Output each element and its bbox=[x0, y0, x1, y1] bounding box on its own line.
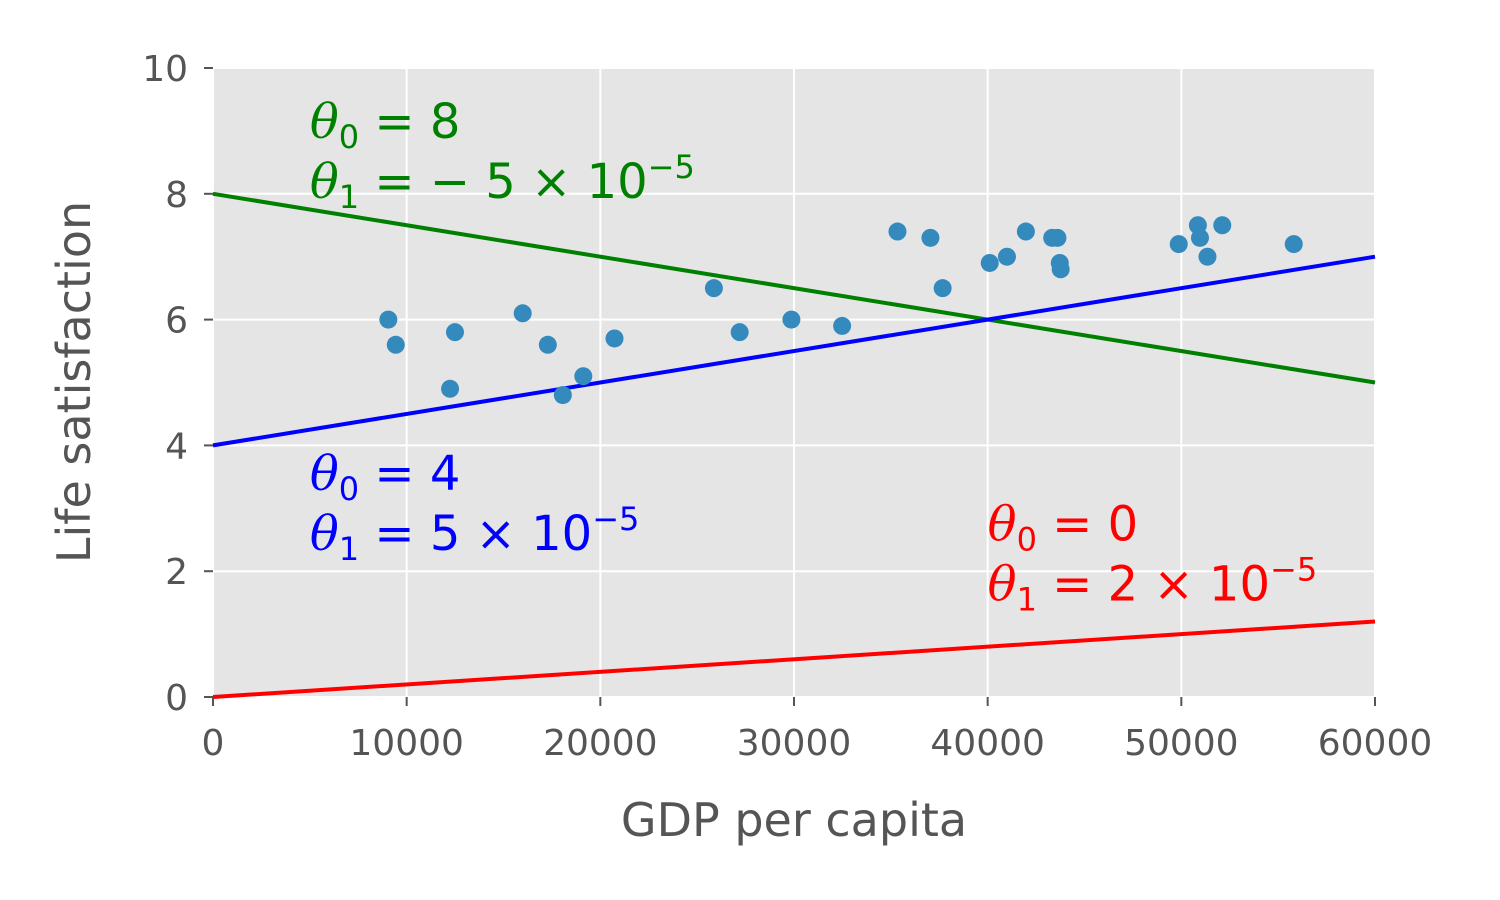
x-tick-label: 10000 bbox=[349, 723, 464, 764]
data-point bbox=[997, 247, 1016, 266]
y-axis-label: Life satisfaction bbox=[47, 201, 101, 563]
axes: 0 10000 20000 30000 40000 50000 60000 0 2 4 6 8 10 bbox=[142, 49, 1432, 764]
data-point bbox=[441, 379, 460, 398]
data-point bbox=[574, 367, 593, 386]
data-point bbox=[1048, 228, 1067, 247]
data-point bbox=[933, 279, 952, 298]
x-tick-label: 50000 bbox=[1124, 723, 1239, 764]
theta1-label: θ1 = 5 × 10−5 bbox=[310, 500, 640, 568]
data-point bbox=[704, 279, 723, 298]
equation-labels: θ0 = 8θ1 = − 5 × 10−5 θ0 = 4θ1 = 5 × 10−5… bbox=[310, 94, 1317, 619]
data-points bbox=[379, 216, 1303, 405]
data-point bbox=[730, 323, 749, 342]
data-point bbox=[1016, 222, 1035, 241]
x-tick-label: 30000 bbox=[737, 723, 852, 764]
theta0-label: θ0 = 8 bbox=[310, 94, 461, 156]
y-tick-label: 2 bbox=[165, 552, 188, 593]
data-point bbox=[1169, 235, 1188, 254]
data-point bbox=[379, 310, 398, 329]
data-point bbox=[1198, 247, 1217, 266]
x-axis-label: GDP per capita bbox=[621, 793, 967, 847]
data-point bbox=[513, 304, 532, 323]
x-tick-label: 0 bbox=[202, 723, 225, 764]
model-line bbox=[212, 191, 1376, 385]
theta0-label: θ0 = 0 bbox=[988, 496, 1139, 558]
data-point bbox=[782, 310, 801, 329]
y-tick-label: 0 bbox=[165, 678, 188, 719]
theta1-label: θ1 = 2 × 10−5 bbox=[988, 550, 1318, 618]
model-line bbox=[212, 619, 1376, 699]
data-point bbox=[1051, 260, 1070, 279]
x-tick-label: 60000 bbox=[1318, 723, 1433, 764]
data-point bbox=[605, 329, 624, 348]
model-lines bbox=[212, 191, 1376, 699]
data-point bbox=[921, 228, 940, 247]
data-point bbox=[888, 222, 907, 241]
theta0-label: θ0 = 4 bbox=[310, 446, 461, 508]
data-point bbox=[553, 386, 572, 405]
model-line bbox=[212, 254, 1376, 448]
theta1-label: θ1 = − 5 × 10−5 bbox=[310, 148, 695, 216]
y-tick-label: 6 bbox=[165, 301, 188, 342]
data-point bbox=[1190, 228, 1209, 247]
data-point bbox=[386, 335, 405, 354]
y-tick-label: 10 bbox=[142, 49, 188, 90]
x-tick-label: 20000 bbox=[543, 723, 658, 764]
data-point bbox=[1213, 216, 1232, 235]
y-tick-label: 4 bbox=[165, 426, 188, 467]
data-point bbox=[833, 316, 852, 335]
y-tick-label: 8 bbox=[165, 175, 188, 216]
data-point bbox=[445, 323, 464, 342]
x-tick-label: 40000 bbox=[930, 723, 1045, 764]
data-point bbox=[980, 253, 999, 272]
data-point bbox=[1284, 235, 1303, 254]
data-point bbox=[538, 335, 557, 354]
